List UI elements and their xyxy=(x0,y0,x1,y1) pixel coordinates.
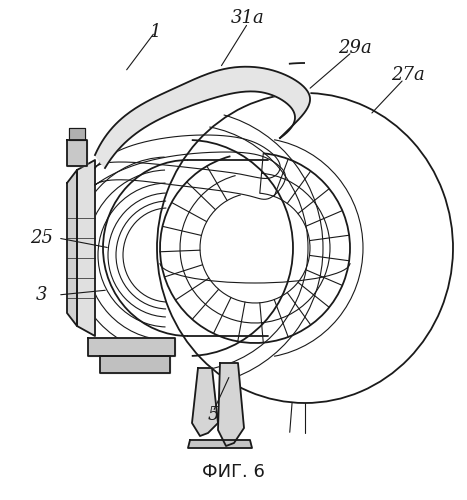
Polygon shape xyxy=(218,363,244,446)
Polygon shape xyxy=(95,66,310,168)
Text: 3: 3 xyxy=(36,286,48,304)
Polygon shape xyxy=(188,440,252,448)
Text: 5: 5 xyxy=(207,406,219,424)
Text: 27a: 27a xyxy=(391,66,425,84)
Text: 31a: 31a xyxy=(231,9,265,27)
Polygon shape xyxy=(88,338,175,356)
Text: 29a: 29a xyxy=(338,39,372,57)
Polygon shape xyxy=(67,170,77,326)
Polygon shape xyxy=(77,160,95,336)
Polygon shape xyxy=(192,368,218,436)
Text: 25: 25 xyxy=(30,229,54,247)
Polygon shape xyxy=(100,356,170,373)
Polygon shape xyxy=(67,140,87,166)
Text: 1: 1 xyxy=(149,23,161,41)
Text: ФИГ. 6: ФИГ. 6 xyxy=(202,463,264,481)
Polygon shape xyxy=(69,128,85,140)
